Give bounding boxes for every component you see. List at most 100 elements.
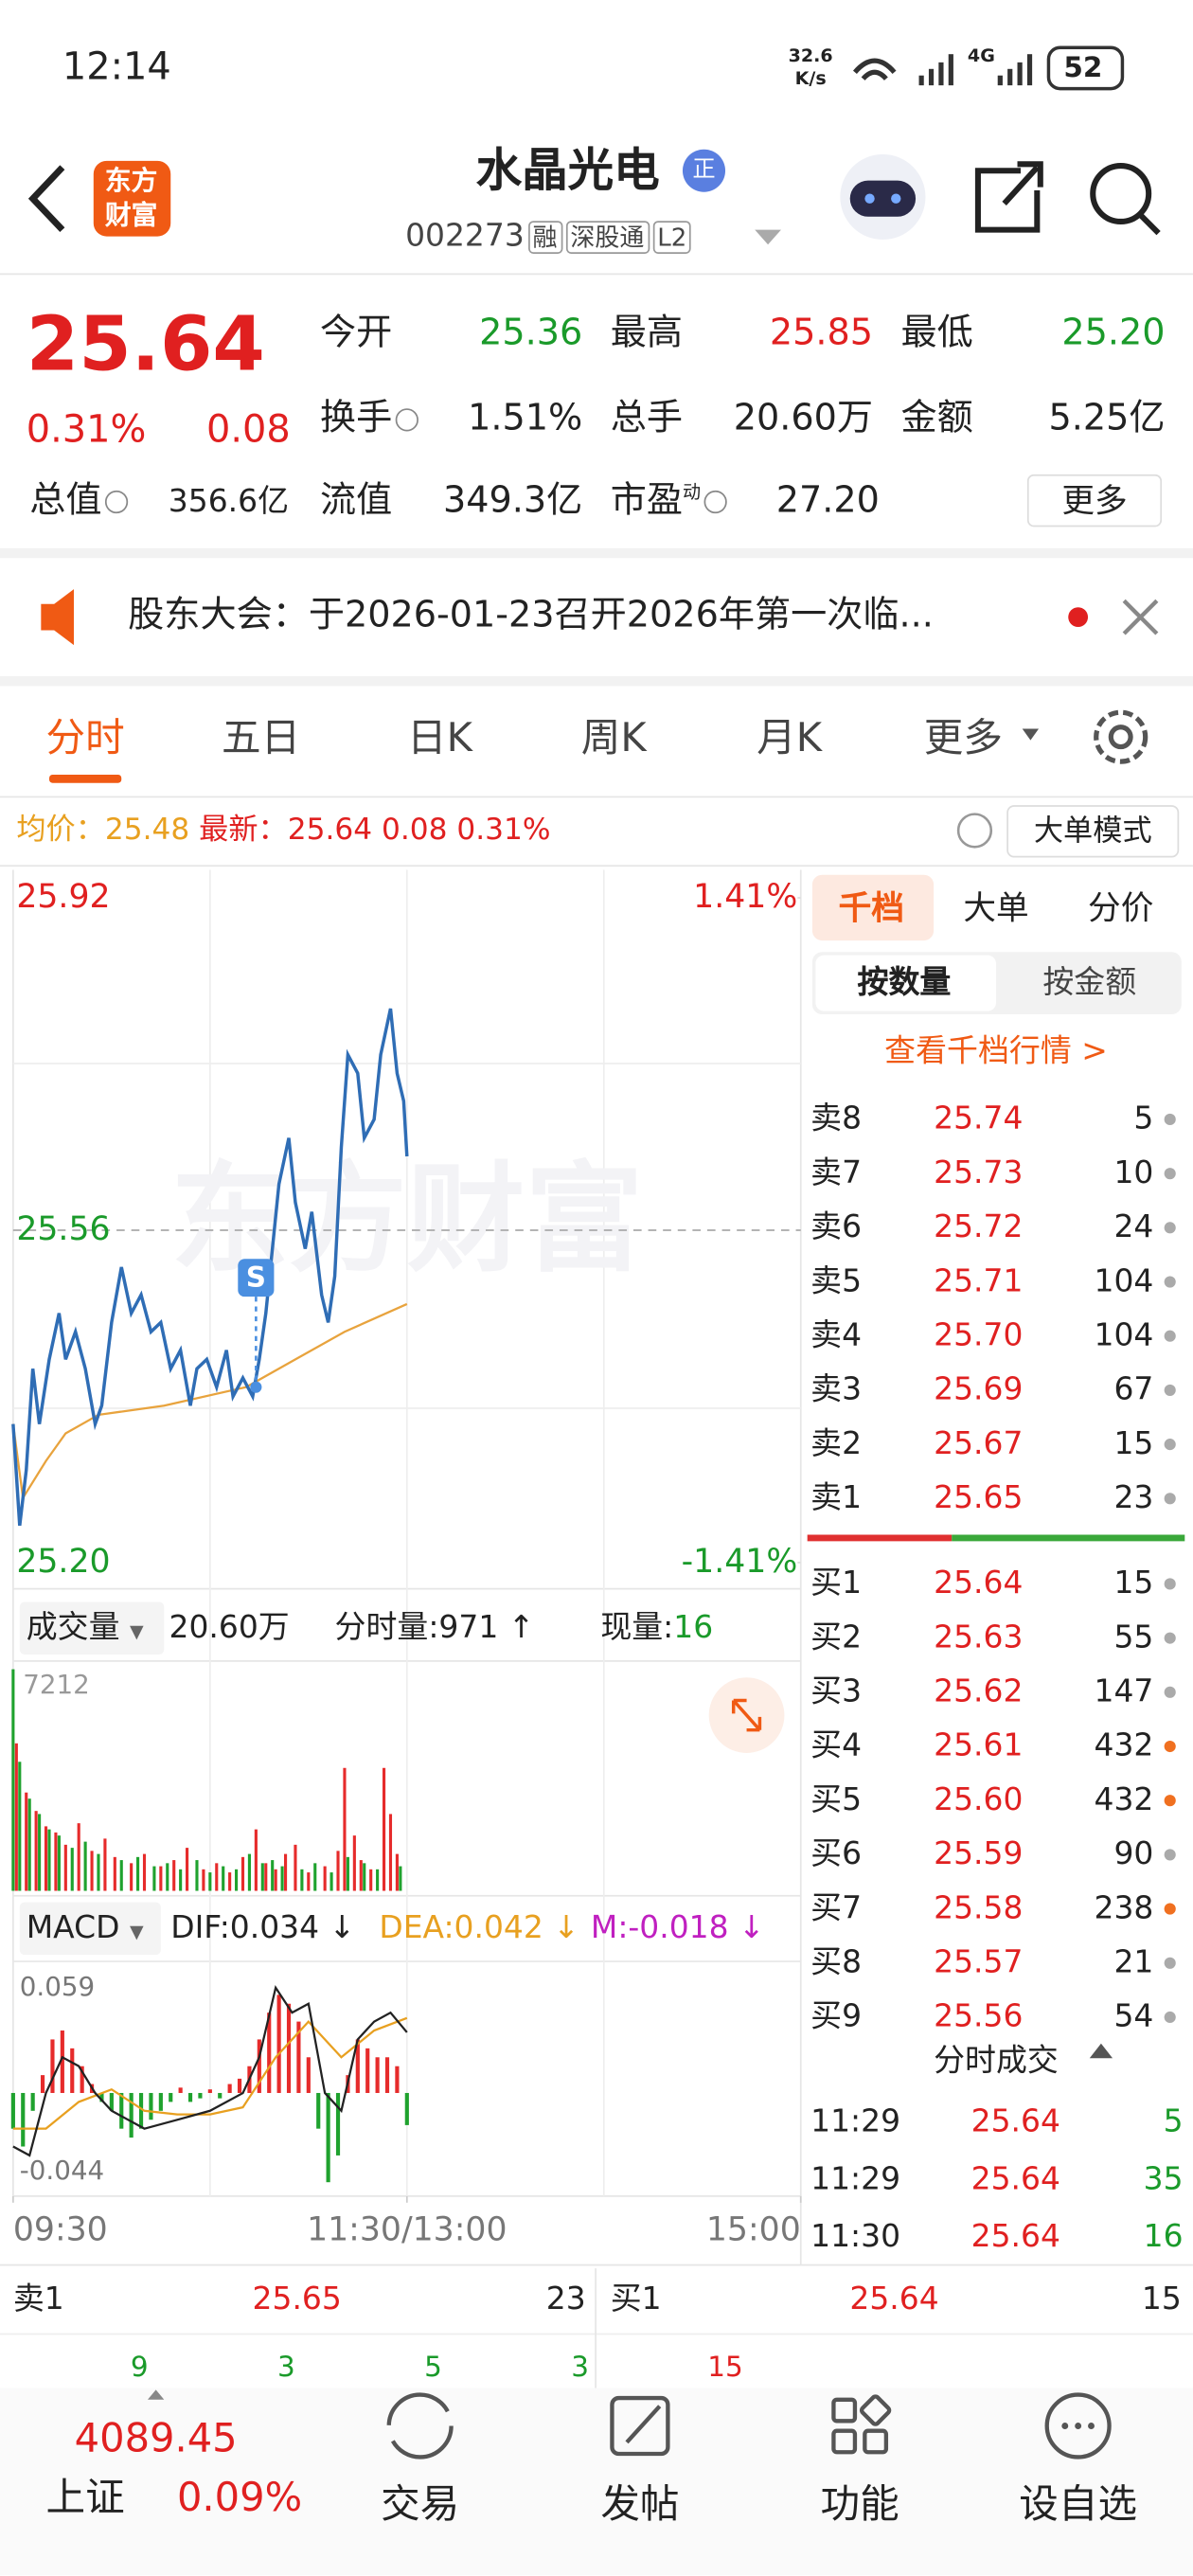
back-icon[interactable]	[27, 165, 65, 233]
book-label: 卖3	[810, 1371, 863, 1408]
macd-bar	[178, 2087, 183, 2093]
search-icon	[1138, 212, 1161, 236]
close-icon[interactable]	[1122, 599, 1159, 635]
volume-bar	[382, 1767, 386, 1891]
band	[0, 547, 1193, 559]
tab[interactable]: 周K	[580, 714, 647, 761]
book-vol: 54	[1113, 1998, 1154, 2035]
dea-label: DEA:0.042 ↓	[379, 1909, 579, 1946]
dea-line	[12, 2016, 408, 2130]
book-dot	[1164, 1740, 1176, 1753]
field-value: 25.85	[769, 313, 874, 355]
volume-bar	[352, 1835, 356, 1891]
volume-bar	[202, 1869, 205, 1891]
book-dot	[1164, 1113, 1176, 1126]
info-icon[interactable]	[703, 490, 727, 514]
macd-bar	[138, 2092, 144, 2129]
post-icon[interactable]	[610, 2395, 670, 2457]
speaker-icon	[41, 589, 74, 646]
tab[interactable]: 分时	[45, 714, 125, 761]
book-tab[interactable]: 分价	[1088, 887, 1154, 928]
trade-icon[interactable]	[386, 2392, 454, 2460]
book-label: 买8	[810, 1944, 863, 1981]
volume-selector[interactable]: 成交量 ▼	[26, 1609, 144, 1646]
tab[interactable]: 五日	[221, 714, 301, 761]
volume-bar	[247, 1853, 251, 1891]
l1-bid-price: 25.64	[849, 2281, 939, 2317]
search-icon[interactable]	[1090, 163, 1152, 225]
volume-bar	[47, 1829, 51, 1891]
mode-button-bg[interactable]	[1006, 805, 1180, 858]
mode-button[interactable]: 大单模式	[1033, 814, 1152, 850]
book-label: 卖5	[810, 1262, 863, 1299]
book-price: 25.71	[934, 1262, 1024, 1299]
change: 0.08	[205, 408, 291, 452]
volume-bar	[271, 1860, 275, 1891]
help-icon[interactable]	[956, 813, 993, 849]
book-subtab[interactable]: 按数量	[857, 964, 952, 1001]
macd-bar	[355, 2039, 360, 2093]
nav-item[interactable]: 发帖	[600, 2480, 680, 2528]
share-icon[interactable]	[974, 161, 1043, 233]
nav-item[interactable]: 交易	[381, 2480, 460, 2528]
book-vol: 21	[1113, 1944, 1154, 1981]
watchlist-icon[interactable]	[1044, 2392, 1112, 2460]
more-button[interactable]: 更多	[1026, 474, 1163, 528]
macd-bar	[70, 2048, 75, 2093]
latest-value: 25.64	[287, 813, 373, 848]
book-label: 买5	[810, 1781, 863, 1818]
field-label-text: 换手	[319, 398, 393, 440]
book-tab[interactable]: 千档	[838, 887, 904, 928]
field-value: 25.20	[1061, 313, 1166, 355]
m-label: M:-0.018 ↓	[590, 1909, 765, 1946]
book-price: 25.58	[934, 1889, 1024, 1926]
dropdown-icon[interactable]	[755, 229, 781, 245]
volume-bar	[215, 1863, 219, 1891]
book-tab[interactable]: 大单	[963, 887, 1029, 928]
tab[interactable]: 日K	[407, 714, 472, 761]
macd-bar	[60, 2030, 64, 2093]
tab[interactable]: 更多	[923, 714, 1003, 761]
book-price: 25.59	[934, 1835, 1024, 1872]
macd-bar	[257, 2039, 261, 2093]
selector-bg[interactable]	[19, 1601, 165, 1655]
nav-item[interactable]: 设自选	[1019, 2480, 1138, 2528]
nav-bg	[0, 2388, 1193, 2576]
macd-bar	[149, 2092, 153, 2120]
macd-selector[interactable]: MACD ▼	[26, 1909, 144, 1946]
index-pct[interactable]: 0.09%	[176, 2474, 303, 2521]
settings-icon[interactable]	[1094, 709, 1148, 764]
signal-icon	[918, 54, 1033, 86]
stock-tag: 融	[527, 221, 562, 254]
macd-bar	[30, 2092, 35, 2111]
book-subtab[interactable]: 按金额	[1042, 964, 1137, 1001]
info-icon[interactable]	[104, 490, 129, 514]
book-dot	[1164, 1222, 1176, 1234]
macd-bar	[404, 2092, 409, 2125]
index-name[interactable]: 上证	[45, 2474, 125, 2521]
volume-bar	[307, 1872, 311, 1891]
index-value[interactable]: 4089.45	[74, 2415, 238, 2461]
notice-text[interactable]: 股东大会：于2026-01-23召开2026年第一次临...	[128, 595, 934, 637]
info-icon[interactable]	[395, 408, 418, 432]
macd-bar	[384, 2057, 390, 2093]
macd-bar	[395, 2066, 400, 2093]
collapse-icon[interactable]	[1089, 2043, 1113, 2059]
trade-vol: 16	[1143, 2218, 1184, 2255]
trades-title[interactable]: 分时成交	[934, 2043, 1059, 2080]
function-icon[interactable]	[831, 2394, 892, 2455]
book-dot	[1164, 1795, 1176, 1807]
book-link[interactable]: 查看千档行情 >	[884, 1033, 1108, 1070]
nav-item[interactable]: 功能	[820, 2480, 899, 2528]
volume-bar	[300, 1869, 304, 1891]
book-dot	[1164, 1384, 1176, 1397]
selector-bg[interactable]	[19, 1902, 161, 1956]
volume-bar	[152, 1866, 156, 1891]
volume-total: 20.60万	[169, 1609, 290, 1646]
book-price: 25.56	[934, 1998, 1024, 2035]
tab[interactable]: 月K	[757, 714, 823, 761]
field-label: 总值	[29, 480, 129, 524]
book-label: 卖8	[810, 1100, 863, 1137]
book-price: 25.67	[934, 1425, 1024, 1462]
macd-label: MACD	[26, 1909, 120, 1946]
